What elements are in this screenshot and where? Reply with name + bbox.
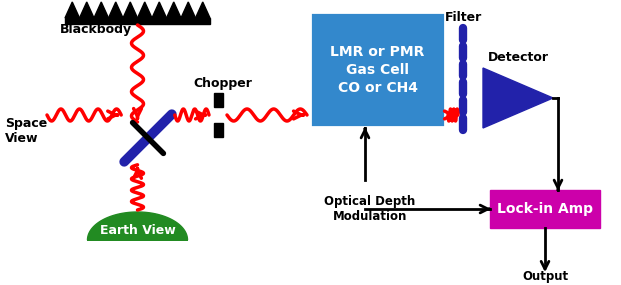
Polygon shape: [94, 2, 109, 18]
Text: Output
Signal: Output Signal: [522, 270, 568, 285]
Text: LMR or PMR: LMR or PMR: [330, 44, 425, 58]
Polygon shape: [79, 2, 94, 18]
Polygon shape: [166, 2, 181, 18]
Text: Space
View: Space View: [5, 117, 47, 145]
Polygon shape: [137, 2, 152, 18]
Text: Filter: Filter: [445, 11, 482, 24]
Polygon shape: [109, 2, 123, 18]
Polygon shape: [181, 2, 196, 18]
Text: Optical Depth
Modulation: Optical Depth Modulation: [324, 195, 415, 223]
Polygon shape: [65, 2, 79, 18]
Polygon shape: [196, 2, 210, 18]
Text: Detector: Detector: [487, 51, 548, 64]
Text: CO or CH4: CO or CH4: [337, 80, 417, 95]
Text: Earth View: Earth View: [99, 223, 175, 237]
Text: Chopper: Chopper: [194, 77, 253, 90]
Text: Blackbody: Blackbody: [60, 23, 132, 36]
Text: Gas Cell: Gas Cell: [346, 62, 409, 76]
Bar: [214, 123, 223, 137]
Polygon shape: [88, 212, 188, 240]
Bar: [65, 18, 210, 24]
Polygon shape: [152, 2, 166, 18]
Polygon shape: [123, 2, 137, 18]
Polygon shape: [483, 68, 553, 128]
Bar: [490, 190, 600, 228]
Bar: [310, 12, 445, 127]
Bar: [214, 93, 223, 107]
Text: Lock-in Amp: Lock-in Amp: [497, 202, 593, 216]
